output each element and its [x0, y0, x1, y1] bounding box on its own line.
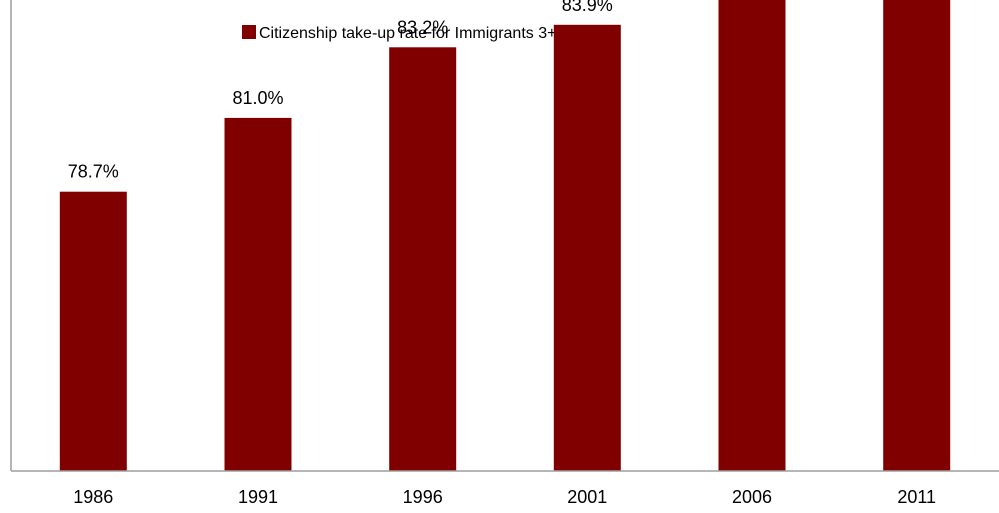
bar-2011: [883, 0, 951, 471]
data-label-1996: 83.2%: [397, 17, 448, 37]
x-tick-label-2011: 2011: [897, 487, 936, 507]
bar-2006: [718, 0, 786, 472]
bar-2001: [553, 24, 621, 472]
bar-1986: [59, 191, 127, 471]
x-tick-label-2001: 2001: [567, 487, 607, 507]
axes: [10, 0, 999, 472]
legend: Citizenship take-up rate for Immigrants …: [242, 25, 602, 42]
x-tick-label-1986: 1986: [73, 487, 113, 507]
x-tick-label-1996: 1996: [403, 487, 443, 507]
legend-label: Citizenship take-up rate for Immigrants …: [259, 25, 602, 42]
bar-1991: [224, 117, 292, 472]
x-tick-label-2006: 2006: [732, 487, 772, 507]
legend-swatch: [242, 25, 256, 39]
bar-1996: [389, 47, 457, 472]
data-label-1991: 81.0%: [232, 88, 283, 108]
data-labels: 78.7%81.0%83.2%83.9%85.1%85.6%: [68, 0, 613, 182]
data-label-1986: 78.7%: [68, 162, 119, 182]
data-label-2001: 83.9%: [562, 0, 613, 15]
x-tick-labels: 1986 1991 1996 2001 2006 2011: [73, 487, 936, 507]
x-tick-label-1991: 1991: [238, 487, 278, 507]
bars: [59, 0, 951, 472]
